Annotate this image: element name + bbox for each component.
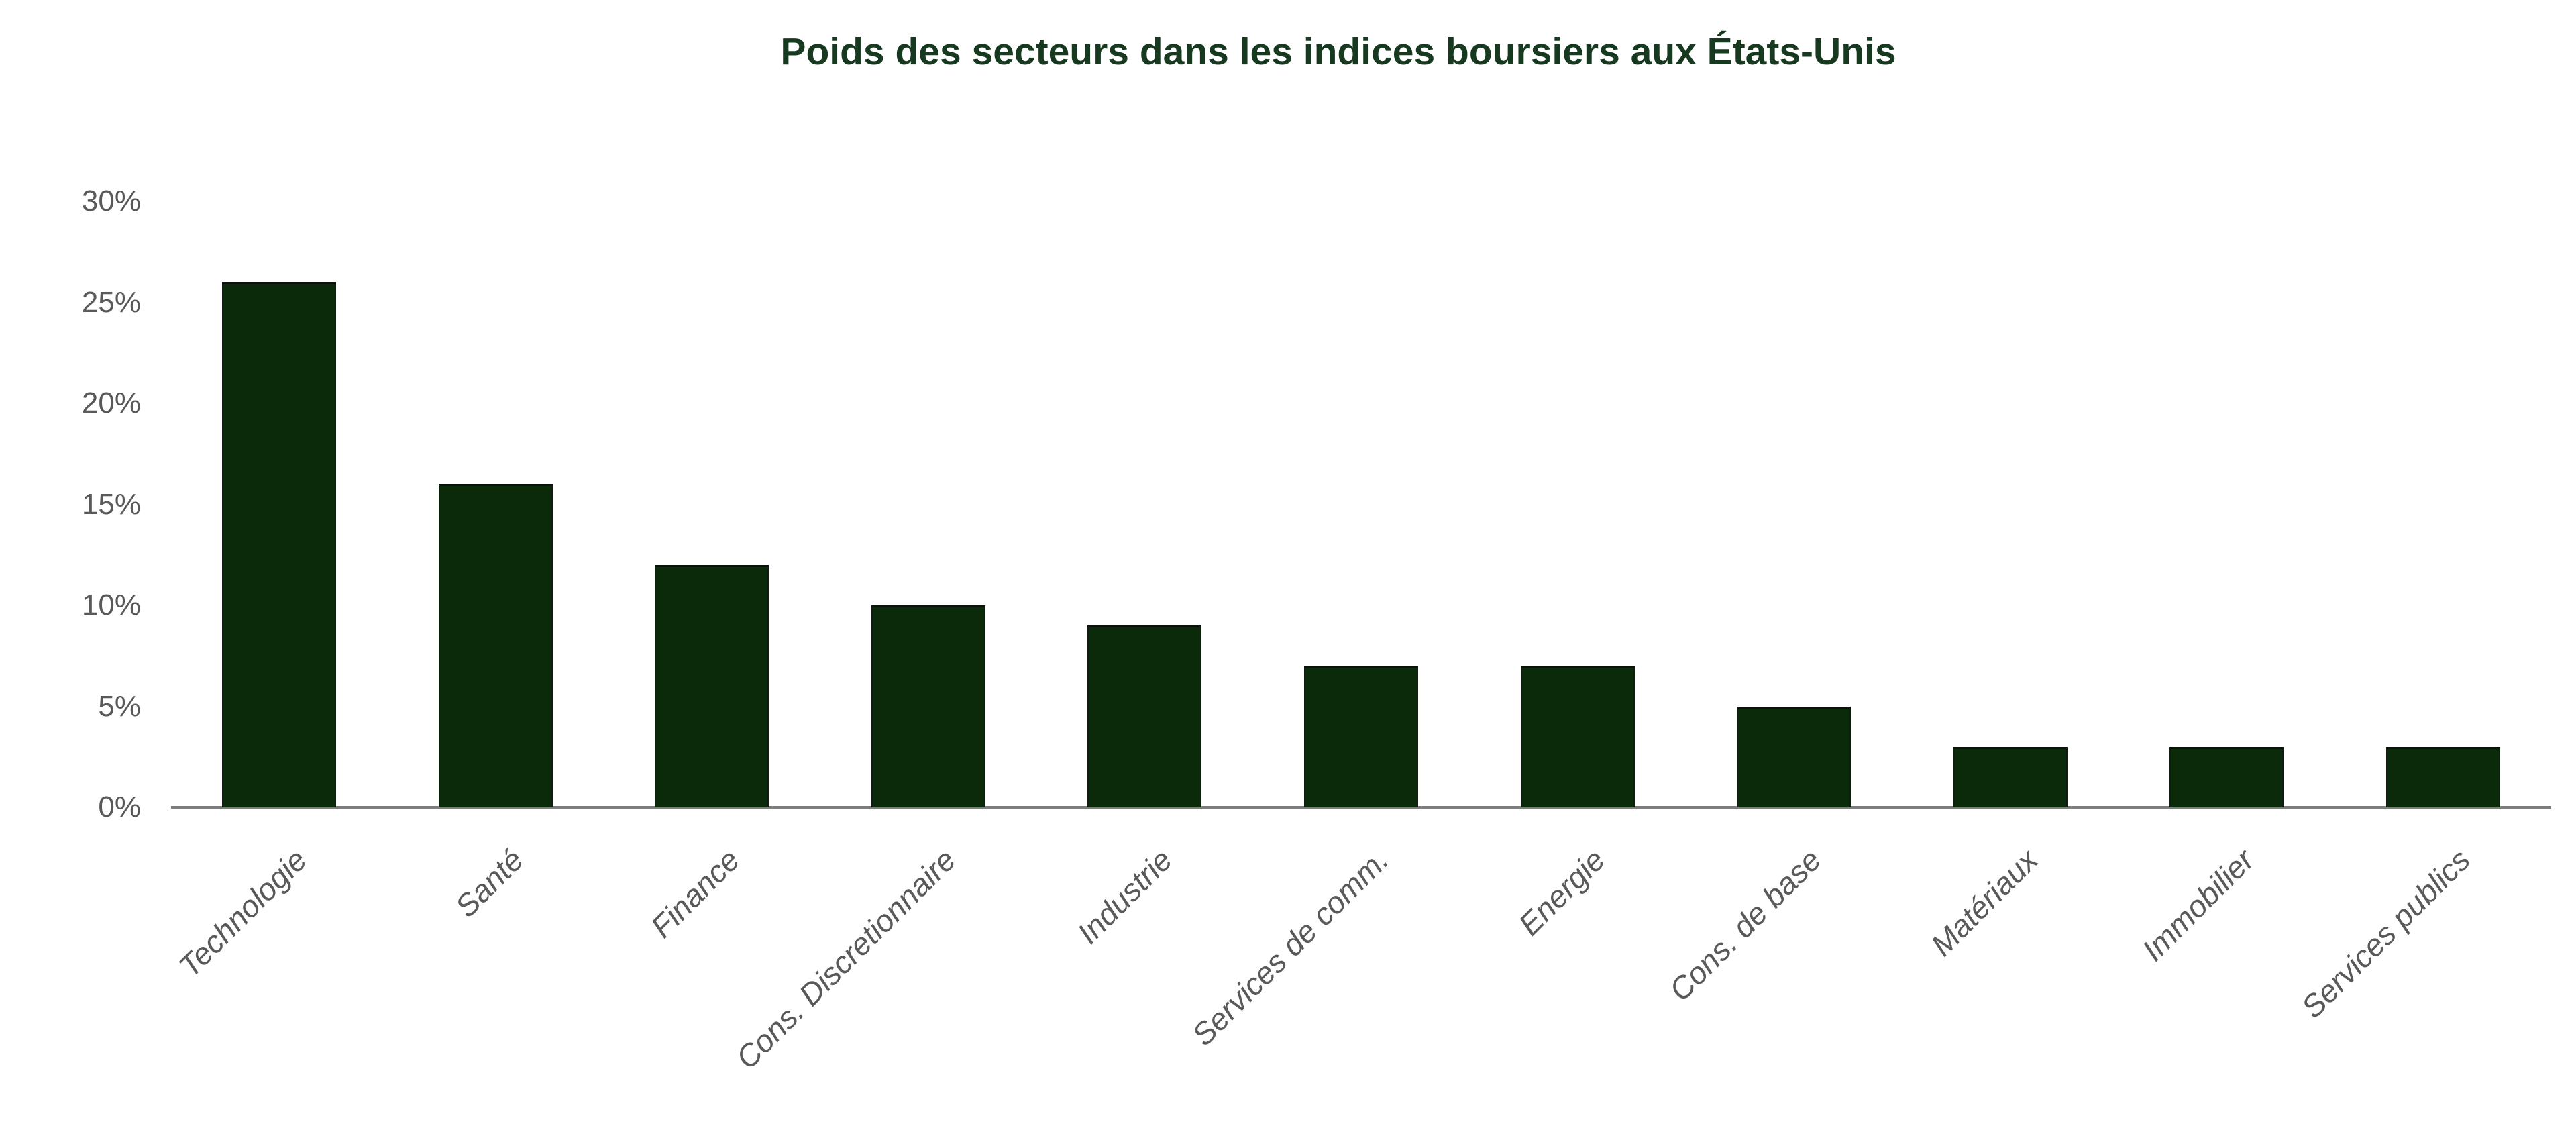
x-axis-label-energie: Energie (1511, 842, 1612, 942)
x-axis-label-services-publics: Services publics (2294, 842, 2477, 1025)
x-axis-label-cons-discretionnaire: Cons. Discretionnaire (729, 842, 963, 1076)
bar-sante (438, 484, 553, 807)
x-axis-label-technologie: Technologie (172, 842, 314, 984)
y-tick-label-0: 0% (98, 790, 141, 823)
bar-technologie (222, 282, 337, 807)
y-tick-label-25: 25% (81, 285, 141, 319)
bar-services-de-comm (1304, 666, 1418, 807)
bar-materiaux (1953, 746, 2068, 807)
x-axis-label-services-de-comm: Services de comm. (1185, 842, 1395, 1053)
x-axis-line (171, 806, 2551, 809)
x-axis-label-sante: Santé (447, 842, 530, 924)
bar-industrie (1087, 625, 1202, 807)
y-tick-label-5: 5% (98, 689, 141, 723)
chart-title: Poids des secteurs dans les indices bour… (780, 30, 1896, 73)
y-tick-label-20: 20% (81, 387, 141, 419)
y-tick-label-30: 30% (81, 185, 141, 217)
x-axis-label-materiaux: Matériaux (1923, 842, 2045, 963)
y-tick-label-15: 15% (81, 487, 141, 521)
x-axis-label-immobilier: Immobilier (2135, 842, 2261, 968)
y-tick-label-10: 10% (81, 588, 141, 621)
x-axis-label-industrie: Industrie (1070, 842, 1179, 951)
bar-immobilier (2169, 746, 2284, 807)
bar-cons-discretionnaire (871, 605, 985, 807)
bar-cons-de-base (1737, 706, 1851, 807)
x-axis-label-finance: Finance (643, 842, 747, 945)
bar-finance (655, 564, 769, 807)
bar-services-publics (2385, 746, 2500, 807)
bar-energie (1520, 666, 1635, 807)
x-axis-label-cons-de-base: Cons. de base (1662, 842, 1828, 1008)
